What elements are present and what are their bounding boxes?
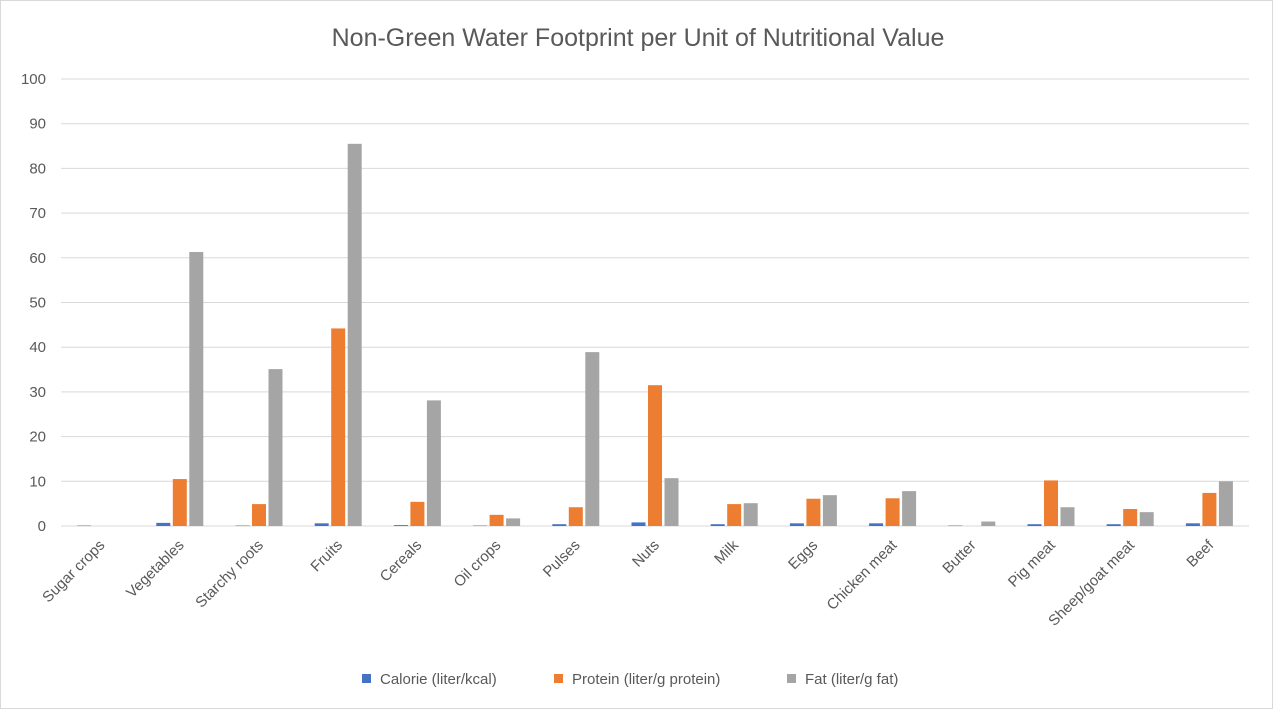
legend-swatch bbox=[787, 674, 796, 683]
x-tick-label: Pulses bbox=[540, 537, 584, 581]
bar-10-0 bbox=[869, 523, 883, 526]
y-tick-label: 60 bbox=[29, 250, 46, 267]
bar-8-0 bbox=[711, 524, 725, 526]
bar-12-1 bbox=[1044, 480, 1058, 526]
bar-1-0 bbox=[156, 523, 170, 526]
x-tick-label: Sheep/goat meat bbox=[1045, 536, 1138, 629]
bar-6-1 bbox=[569, 507, 583, 526]
bar-8-2 bbox=[744, 503, 758, 526]
legend-label: Calorie (liter/kcal) bbox=[380, 671, 497, 688]
bar-2-2 bbox=[269, 369, 283, 526]
bar-4-2 bbox=[427, 400, 441, 526]
y-tick-label: 20 bbox=[29, 429, 46, 446]
bar-14-0 bbox=[1186, 523, 1200, 526]
bar-6-0 bbox=[552, 524, 566, 526]
bar-1-2 bbox=[189, 252, 203, 526]
x-tick-label: Nuts bbox=[629, 537, 663, 571]
bar-13-0 bbox=[1107, 524, 1121, 526]
legend: Calorie (liter/kcal) Protein (liter/g pro… bbox=[362, 671, 898, 688]
bar-13-1 bbox=[1123, 509, 1137, 526]
y-tick-label: 90 bbox=[29, 116, 46, 133]
bar-3-0 bbox=[315, 523, 329, 526]
bar-2-1 bbox=[252, 504, 266, 526]
bar-9-2 bbox=[823, 495, 837, 526]
bar-4-1 bbox=[410, 502, 424, 526]
x-tick-label: Eggs bbox=[785, 537, 821, 573]
y-tick-label: 30 bbox=[29, 384, 46, 401]
bar-11-2 bbox=[981, 522, 995, 526]
y-axis-tick-labels: 0 10 20 30 40 50 60 70 80 90 100 bbox=[21, 71, 46, 535]
x-tick-label: Cereals bbox=[377, 537, 426, 586]
bar-9-0 bbox=[790, 523, 804, 526]
bar-14-2 bbox=[1219, 481, 1233, 526]
bar-3-1 bbox=[331, 328, 345, 526]
x-tick-label: Beef bbox=[1183, 536, 1217, 570]
x-tick-label: Milk bbox=[711, 536, 742, 567]
bar-7-2 bbox=[665, 478, 679, 526]
bar-6-2 bbox=[585, 352, 599, 526]
bar-7-1 bbox=[648, 385, 662, 526]
legend-swatch bbox=[554, 674, 563, 683]
bar-8-1 bbox=[727, 504, 741, 526]
bar-5-1 bbox=[490, 515, 504, 526]
bar-5-2 bbox=[506, 518, 520, 526]
x-tick-label: Butter bbox=[939, 537, 979, 577]
bar-12-2 bbox=[1061, 507, 1075, 526]
legend-label: Fat (liter/g fat) bbox=[805, 671, 898, 688]
bar-1-1 bbox=[173, 479, 187, 526]
legend-swatch bbox=[362, 674, 371, 683]
bar-14-1 bbox=[1202, 493, 1216, 526]
x-tick-label: Fruits bbox=[307, 537, 346, 576]
x-tick-label: Chicken meat bbox=[824, 536, 901, 613]
bar-12-0 bbox=[1028, 524, 1042, 526]
legend-label: Protein (liter/g protein) bbox=[572, 671, 720, 688]
x-tick-label: Vegetables bbox=[123, 537, 188, 602]
bar-13-2 bbox=[1140, 512, 1154, 526]
x-tick-label: Starchy roots bbox=[192, 537, 267, 612]
x-tick-label: Sugar crops bbox=[39, 537, 108, 606]
y-tick-label: 40 bbox=[29, 339, 46, 356]
bar-9-1 bbox=[806, 499, 820, 526]
y-tick-label: 50 bbox=[29, 295, 46, 312]
bar-4-0 bbox=[394, 525, 408, 526]
chart-title: Non-Green Water Footprint per Unit of Nu… bbox=[332, 24, 945, 52]
bar-10-2 bbox=[902, 491, 916, 526]
y-tick-label: 70 bbox=[29, 205, 46, 222]
y-tick-label: 100 bbox=[21, 71, 46, 88]
bar-10-1 bbox=[886, 498, 900, 526]
x-tick-label: Pig meat bbox=[1005, 536, 1059, 590]
y-tick-label: 80 bbox=[29, 160, 46, 177]
bar-7-0 bbox=[632, 522, 646, 526]
bars bbox=[77, 144, 1233, 526]
y-tick-label: 10 bbox=[29, 473, 46, 490]
y-tick-label: 0 bbox=[38, 518, 46, 535]
x-tick-label: Oil crops bbox=[451, 537, 505, 591]
bar-3-2 bbox=[348, 144, 362, 526]
